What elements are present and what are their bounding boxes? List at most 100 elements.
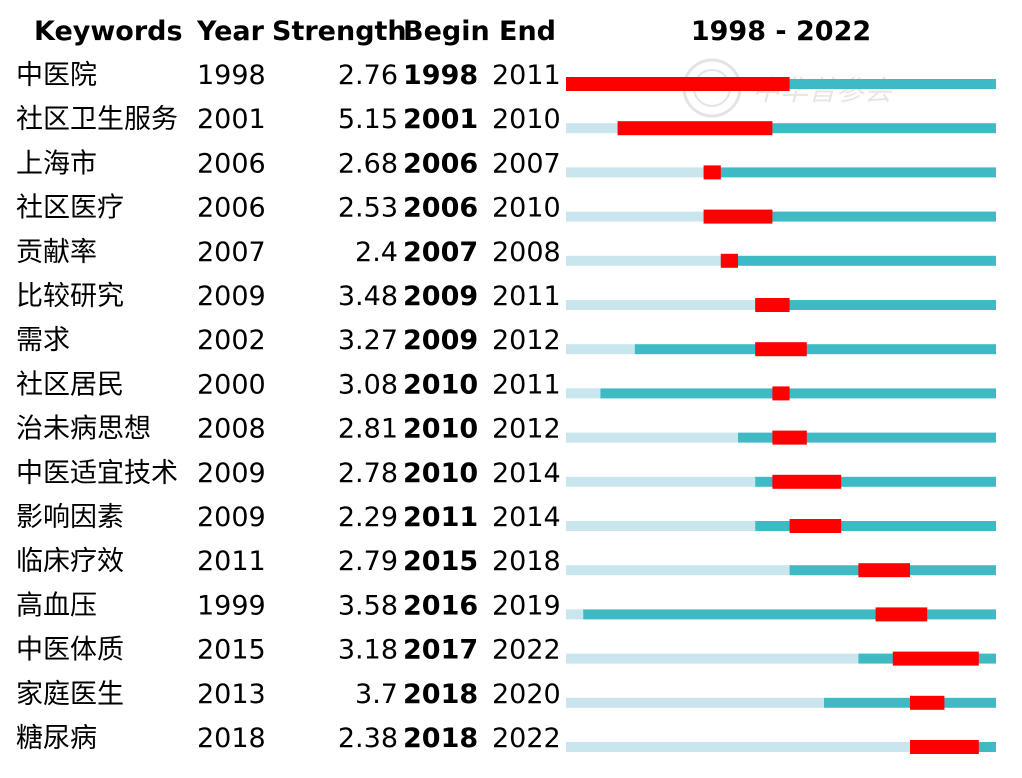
active-bar <box>720 255 996 266</box>
keyword-label: 高血压 <box>16 590 97 621</box>
burst-bar <box>789 519 842 533</box>
keyword-label: 中医体质 <box>16 635 124 666</box>
pre-emergence-bar <box>566 432 738 443</box>
timeline-title: 1998 - 2022 <box>691 16 871 47</box>
year-label: 2000 <box>197 369 266 400</box>
strength-label: 2.29 <box>338 502 398 533</box>
year-label: 2001 <box>197 104 266 135</box>
header-row: Keywords Year Strength Begin End 1998 - … <box>34 16 871 47</box>
active-bar <box>634 344 996 355</box>
begin-label: 2009 <box>403 325 478 356</box>
table-row: 社区医疗 2006 2.53 2006 2010 <box>16 193 996 224</box>
keyword-label: 比较研究 <box>16 281 124 312</box>
end-label: 2010 <box>492 193 561 224</box>
pre-emergence-bar <box>566 388 601 399</box>
end-label: 2014 <box>492 458 561 489</box>
year-label: 2006 <box>197 193 266 224</box>
end-label: 2010 <box>492 104 561 135</box>
begin-label: 2009 <box>403 281 478 312</box>
begin-label: 2010 <box>403 369 478 400</box>
year-label: 2009 <box>197 458 266 489</box>
strength-label: 2.4 <box>355 237 398 268</box>
burst-bar <box>617 121 773 136</box>
year-label: 2009 <box>197 281 266 312</box>
table-row: 上海市 2006 2.68 2006 2007 <box>16 148 996 180</box>
header-keywords: Keywords <box>34 16 183 47</box>
pre-emergence-bar <box>566 167 704 178</box>
strength-label: 3.27 <box>338 325 398 356</box>
pre-emergence-bar <box>566 653 859 664</box>
keyword-label: 治未病思想 <box>16 414 151 445</box>
strength-label: 3.18 <box>338 635 398 666</box>
year-label: 1998 <box>197 60 266 91</box>
pre-emergence-bar <box>566 300 756 310</box>
end-label: 2022 <box>492 635 561 666</box>
header-end: End <box>499 16 556 47</box>
keyword-label: 上海市 <box>16 148 97 179</box>
keyword-label: 中医院 <box>16 60 97 91</box>
pre-emergence-bar <box>566 123 618 134</box>
begin-label: 2010 <box>403 458 478 489</box>
pre-emergence-bar <box>566 344 635 355</box>
year-label: 2008 <box>197 414 266 445</box>
burst-bar <box>858 563 910 578</box>
begin-label: 2018 <box>403 679 478 710</box>
end-label: 2020 <box>492 679 561 710</box>
keyword-label: 影响因素 <box>16 502 124 533</box>
pre-emergence-bar <box>566 565 790 576</box>
strength-label: 3.48 <box>338 281 398 312</box>
header-begin: Begin <box>403 16 490 47</box>
year-label: 2013 <box>197 679 266 710</box>
end-label: 2011 <box>492 281 561 312</box>
begin-label: 2006 <box>403 148 478 179</box>
pre-emergence-bar <box>566 697 824 708</box>
end-label: 2014 <box>492 502 561 533</box>
end-label: 2011 <box>492 369 561 400</box>
strength-label: 3.58 <box>338 590 398 621</box>
table-row: 比较研究 2009 3.48 2009 2011 <box>16 281 996 312</box>
burst-bar <box>566 77 790 91</box>
strength-label: 2.78 <box>338 458 398 489</box>
end-label: 2019 <box>492 590 561 621</box>
keyword-label: 社区医疗 <box>16 193 124 224</box>
active-bar <box>755 476 996 487</box>
strength-label: 2.53 <box>338 193 398 224</box>
burst-bar <box>910 695 945 710</box>
year-label: 1999 <box>197 590 266 621</box>
active-bar <box>583 609 996 620</box>
end-label: 2008 <box>492 237 561 268</box>
strength-label: 2.79 <box>338 546 398 577</box>
begin-label: 1998 <box>403 60 478 91</box>
keyword-label: 临床疗效 <box>16 546 124 577</box>
strength-label: 2.81 <box>338 414 398 445</box>
burst-bar <box>720 253 738 268</box>
active-bar <box>755 521 996 531</box>
pre-emergence-bar <box>566 742 910 752</box>
pre-emergence-bar <box>566 255 721 266</box>
end-label: 2022 <box>492 723 561 754</box>
table-row: 治未病思想 2008 2.81 2010 2012 <box>16 414 996 445</box>
keyword-label: 社区卫生服务 <box>16 104 178 135</box>
burst-bar <box>703 165 721 180</box>
table-row: 需求 2002 3.27 2009 2012 <box>16 325 996 357</box>
year-label: 2011 <box>197 546 266 577</box>
active-bar <box>738 432 996 443</box>
year-label: 2006 <box>197 148 266 179</box>
burst-bar <box>875 607 928 622</box>
table-row: 社区卫生服务 2001 5.15 2001 2010 <box>16 104 996 136</box>
strength-label: 2.38 <box>338 723 398 754</box>
table-row: 高血压 1999 3.58 2016 2019 <box>16 590 996 622</box>
end-label: 2012 <box>492 414 561 445</box>
table-row: 社区居民 2000 3.08 2010 2011 <box>16 369 996 401</box>
keyword-label: 需求 <box>16 325 70 356</box>
year-label: 2002 <box>197 325 266 356</box>
strength-label: 3.08 <box>338 369 398 400</box>
pre-emergence-bar <box>566 211 704 222</box>
keyword-label: 家庭医生 <box>16 679 124 710</box>
end-label: 2012 <box>492 325 561 356</box>
active-bar <box>617 123 996 134</box>
begin-label: 2001 <box>403 104 478 135</box>
burst-bar <box>755 342 807 357</box>
header-strength: Strength <box>272 16 407 47</box>
burst-bar <box>703 209 773 224</box>
